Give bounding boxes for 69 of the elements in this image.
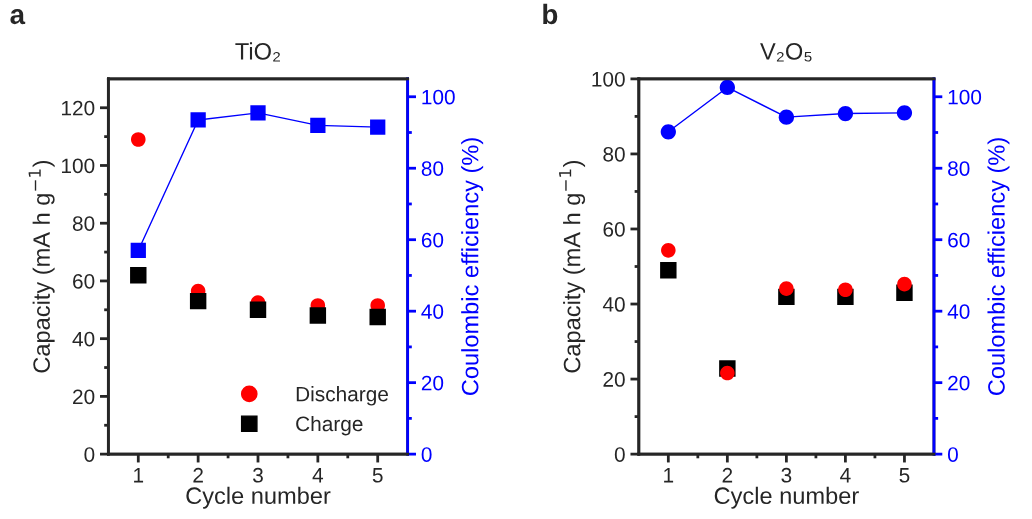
y2-tick-label: 40 [947,304,970,319]
y2-tick-label: 80 [421,161,444,176]
legend-label: Discharge [296,386,388,406]
point [661,243,676,258]
point [838,282,853,298]
y-tick-label: 60 [73,273,95,289]
y-tick-label: 20 [603,372,625,387]
x-tick-label: 1 [664,468,674,483]
y-tick-label: 120 [62,100,95,116]
y-tick-label: 60 [603,221,625,237]
point [190,112,206,128]
point [130,242,146,259]
y2-tick-label: 60 [948,232,970,248]
x-tick-label: 2 [722,467,733,483]
y-tick-label: 80 [603,146,625,162]
y2-tick-label: 20 [421,375,444,391]
y2-tick-label: 100 [948,89,982,105]
y-tick-label: 40 [72,331,95,347]
x-tick-label: 4 [312,468,324,483]
y-tick-label: 100 [592,71,625,87]
point [897,276,912,292]
x-axis-title: Cycle number [714,486,859,509]
text: a [10,9,26,25]
y2-tick-label: 100 [422,89,455,105]
y2-tick-label: 60 [421,232,444,248]
y-axis-title: Capacity (mA h g$^{−1}$) [28,160,55,373]
chart-title: V₂O₅ [760,42,812,62]
point [250,105,266,121]
x-tick-label: 4 [840,468,851,483]
legend-label: Charge [296,415,363,436]
point [660,262,677,279]
y2-tick-label: 0 [947,447,958,462]
x-tick-label: 5 [899,468,910,483]
point [719,79,735,96]
y-tick-label: 20 [73,389,95,405]
chart-title: TiO₂ [235,42,280,62]
point [778,109,795,125]
point [310,117,326,133]
point [249,301,267,319]
point [309,307,327,324]
point [131,132,146,147]
y2-tick-label: 40 [421,304,444,319]
y-tick-label: 0 [84,447,95,462]
x-tick-label: 3 [781,467,792,483]
x-axis-title: Cycle number [186,486,331,509]
y2-tick-label: 0 [421,447,432,462]
x-tick-label: 1 [134,468,144,483]
point [779,281,794,296]
point [369,308,386,326]
point [130,266,147,284]
x-tick-label: 5 [372,468,383,483]
y2-tick-label: 80 [948,161,970,176]
y-tick-label: 0 [614,447,625,462]
point [896,105,913,121]
point [660,124,676,140]
y-tick-label: 100 [62,158,95,174]
point [370,119,386,135]
y-tick-label: 40 [602,297,625,312]
point [720,365,735,381]
point [189,292,207,310]
x-tick-label: 3 [253,467,263,483]
y2-axis-title: Coulombic efficiency (%) [461,138,484,395]
y2-tick-label: 20 [948,375,970,391]
y-axis-title: Capacity (mA h g$^{−1}$) [559,160,586,373]
y-tick-label: 80 [72,216,95,231]
point [837,105,854,122]
x-tick-label: 2 [193,467,203,483]
y2-axis-title: Coulombic efficiency (%) [987,138,1010,395]
text: b [543,3,558,25]
